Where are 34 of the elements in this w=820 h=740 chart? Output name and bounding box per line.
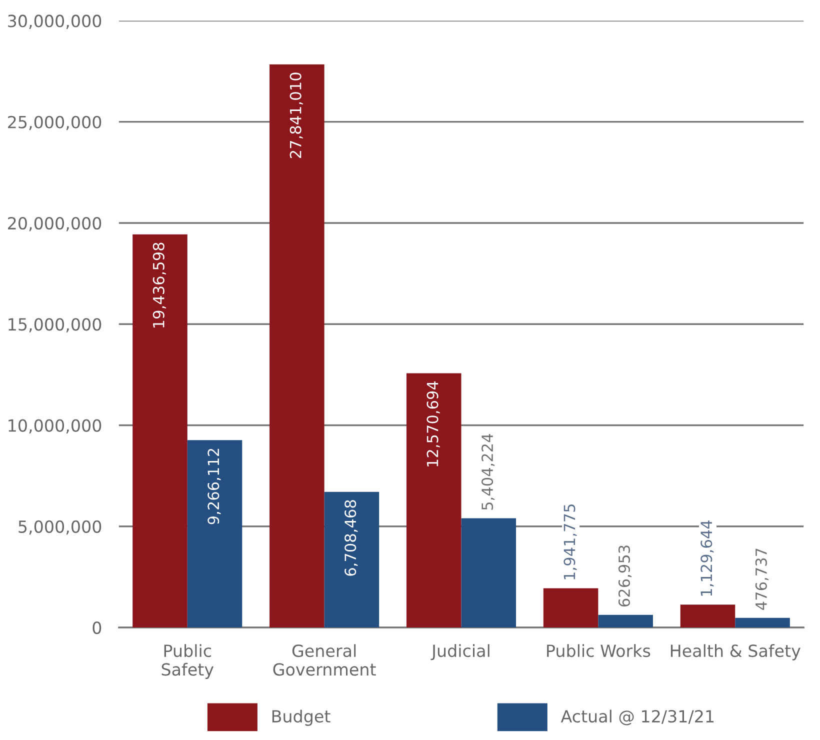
data-label: 19,436,598 [152,242,166,328]
y-tick-label: 5,000,000 [18,520,102,535]
y-tick-label: 0 [92,621,102,634]
y-tick-label: 10,000,000 [8,419,102,434]
y-tick-label: 30,000,000 [8,14,102,29]
bar [270,64,324,628]
data-label: 1,941,775 [564,504,577,580]
y-tick-label: 20,000,000 [8,216,102,232]
legend-label: Actual @ 12/31/21 [560,710,714,726]
data-label: 626,953 [618,546,632,606]
bar [598,614,653,628]
bar [406,373,462,628]
y-tick-label: 25,000,000 [8,116,102,130]
bar [324,492,380,628]
x-tick-label: Judicial [430,644,490,660]
data-label: 6,708,468 [344,500,358,576]
data-label: 9,266,112 [208,448,221,524]
bar [680,604,736,628]
x-tick-label: General Government [273,644,376,676]
y-tick-label: 15,000,000 [8,318,102,332]
data-label: 12,570,694 [426,381,440,466]
data-label: 1,129,644 [700,520,714,596]
bar [543,588,598,628]
bar [735,618,790,628]
x-tick-label: Public Works [547,644,650,658]
bar [132,234,188,628]
x-tick-label: Health & Safety [670,644,800,660]
data-label: 476,737 [755,548,769,610]
data-label: 5,404,224 [482,434,495,510]
bar [461,518,516,628]
data-label: 27,841,010 [290,72,303,158]
legend-label: Budget [272,710,330,726]
x-tick-label: Public Safety [162,644,214,679]
bar [187,440,242,628]
